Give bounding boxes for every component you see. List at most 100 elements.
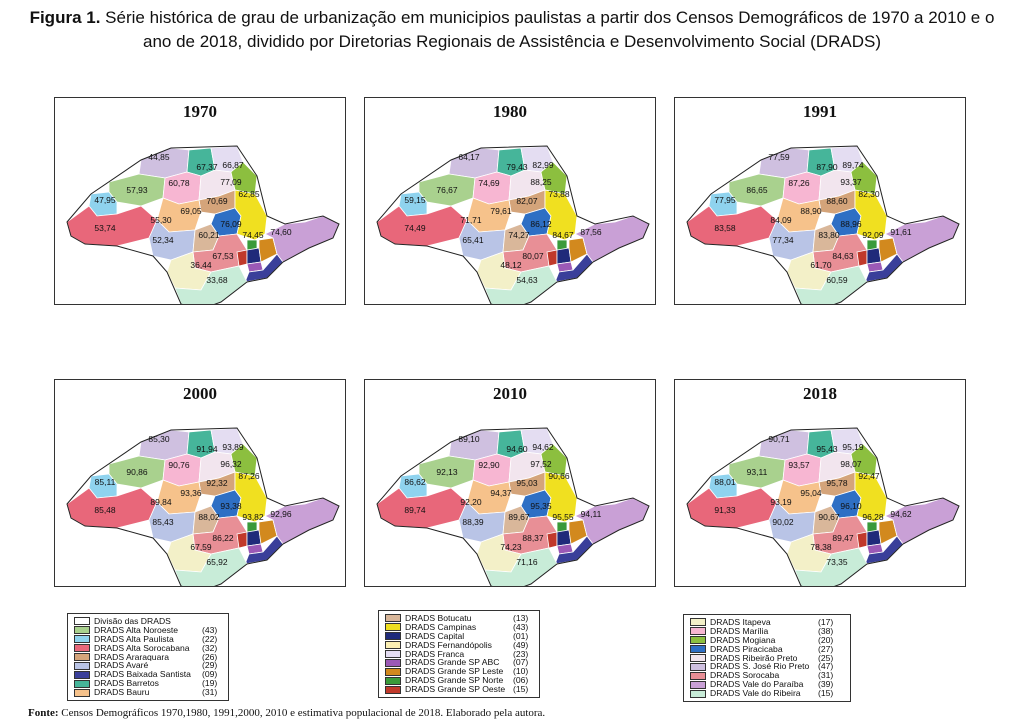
legend-swatch bbox=[690, 654, 706, 662]
legend-label: DRADS Campinas bbox=[405, 622, 477, 632]
region-value-label: 93,57 bbox=[788, 460, 810, 470]
region-mogiana bbox=[230, 161, 258, 195]
region-value-label: 59,15 bbox=[404, 195, 426, 205]
region-value-label: 95,35 bbox=[530, 501, 552, 511]
legend-label: DRADS Vale do Ribeira bbox=[710, 689, 801, 699]
region-value-label: 92,20 bbox=[460, 497, 482, 507]
legend-item: DRADS Fernandópolis (49) bbox=[385, 640, 533, 650]
region-value-label: 94,62 bbox=[532, 442, 554, 452]
region-value-label: 89,74 bbox=[842, 160, 864, 170]
region-value-label: 86,65 bbox=[746, 185, 768, 195]
map-regions: 64,17 79,43 82,99 76,67 74,69 88,25 73,88 59,15… bbox=[376, 145, 650, 304]
legend-item: DRADS S. José Rio Preto (47) bbox=[690, 662, 844, 671]
legend-count: (13) bbox=[513, 613, 529, 623]
region-value-label: 74,23 bbox=[500, 542, 522, 552]
legend-box-3: DRADS Itapeva (17) DRADS Marília (38) DRADS … bbox=[683, 614, 851, 702]
region-marilia bbox=[472, 171, 512, 205]
region-value-label: 62,85 bbox=[238, 189, 260, 199]
legend-count: (31) bbox=[818, 670, 834, 681]
legend-count: (32) bbox=[202, 642, 218, 653]
region-value-label: 85,43 bbox=[152, 517, 174, 527]
region-value-label: 74,27 bbox=[508, 230, 530, 240]
region-value-label: 91,94 bbox=[196, 444, 218, 454]
region-grande-sp-oeste bbox=[236, 531, 248, 549]
region-marilia bbox=[782, 171, 822, 205]
region-marilia bbox=[782, 453, 822, 487]
region-value-label: 74,45 bbox=[242, 230, 264, 240]
legend-count: (43) bbox=[202, 624, 218, 635]
legend-label: DRADS Capital bbox=[405, 631, 465, 641]
region-value-label: 97,52 bbox=[530, 459, 552, 469]
legend-item: DRADS Capital (01) bbox=[385, 631, 533, 641]
legend-item: DRADS Campinas (43) bbox=[385, 622, 533, 632]
region-value-label: 94,62 bbox=[890, 509, 912, 519]
legend-label: DRADS Araraquara bbox=[94, 652, 169, 662]
region-value-label: 84,09 bbox=[770, 215, 792, 225]
map-year: 1980 bbox=[493, 102, 527, 121]
region-value-label: 60,59 bbox=[826, 275, 848, 285]
region-value-label: 95,03 bbox=[516, 478, 538, 488]
region-value-label: 77,34 bbox=[772, 235, 794, 245]
legend-count: (31) bbox=[202, 687, 218, 698]
sp-map: 64,17 79,43 82,99 76,67 74,69 88,25 73,88 59,15… bbox=[376, 145, 650, 304]
map-regions: 89,10 94,60 94,62 92,13 92,90 97,52 90,66 86,62… bbox=[376, 427, 650, 586]
region-value-label: 55,30 bbox=[150, 215, 172, 225]
legend-swatch bbox=[74, 626, 90, 635]
region-value-label: 48,12 bbox=[500, 260, 522, 270]
legend-box-1: Divisão das DRADS DRADS Alta Noroeste (43)… bbox=[67, 613, 229, 701]
region-marilia bbox=[162, 453, 202, 487]
legend-swatch bbox=[385, 676, 401, 685]
region-mogiana bbox=[850, 161, 878, 195]
region-value-label: 77,59 bbox=[768, 152, 790, 162]
legend-count: (22) bbox=[202, 633, 218, 644]
legend-item: DRADS Piracicaba (27) bbox=[690, 644, 844, 654]
region-value-label: 85,11 bbox=[95, 477, 116, 487]
region-value-label: 44,85 bbox=[148, 152, 170, 162]
legend-count: (17) bbox=[818, 617, 834, 627]
map-panel-2018: 2018 90,71 95,43 95,19 93,11 93,57 98,07 92,47… bbox=[674, 379, 966, 587]
legend-label: DRADS Grande SP Oeste bbox=[405, 685, 506, 695]
region-value-label: 77,09 bbox=[220, 177, 242, 187]
region-value-label: 93,11 bbox=[747, 467, 768, 477]
map-panel-1991: 1991 77,59 87,90 89,74 86,65 87,26 93,37 82,30… bbox=[674, 97, 966, 305]
region-value-label: 95,43 bbox=[816, 444, 838, 454]
region-value-label: 74,60 bbox=[270, 227, 292, 237]
region-capital bbox=[556, 247, 572, 265]
legend-label: DRADS Vale do Paraíba bbox=[710, 680, 804, 690]
state-outline bbox=[376, 145, 650, 304]
region-mogiana bbox=[850, 443, 878, 477]
region-value-label: 93,38 bbox=[220, 501, 242, 511]
legend-count: (29) bbox=[202, 660, 218, 671]
source-note: Fonte: Censos Demográficos 1970,1980, 19… bbox=[28, 707, 545, 719]
legend-count: (47) bbox=[818, 661, 834, 672]
legend-swatch bbox=[74, 617, 90, 626]
legend-count: (23) bbox=[513, 648, 529, 659]
legend-count: (39) bbox=[818, 679, 834, 690]
legend-swatch bbox=[385, 685, 401, 694]
legend-swatch bbox=[690, 636, 706, 645]
region-mogiana bbox=[540, 443, 568, 477]
legend-label: DRADS Barretos bbox=[94, 679, 159, 689]
legend-swatch bbox=[385, 632, 401, 641]
region-grande-sp-leste bbox=[258, 519, 278, 545]
region-value-label: 88,01 bbox=[714, 477, 736, 487]
source-label: Fonte: bbox=[28, 707, 59, 719]
region-grande-sp-leste bbox=[568, 237, 588, 263]
region-value-label: 95,04 bbox=[800, 488, 822, 498]
region-value-label: 52,34 bbox=[152, 235, 174, 245]
region-value-label: 71,71 bbox=[460, 215, 482, 225]
legend-label: DRADS Botucatu bbox=[405, 614, 472, 623]
map-regions: 85,30 91,94 93,89 90,86 90,76 96,32 87,26 85,11… bbox=[66, 427, 340, 586]
legend-swatch bbox=[385, 658, 401, 667]
region-value-label: 88,37 bbox=[522, 533, 544, 543]
map-regions: 90,71 95,43 95,19 93,11 93,57 98,07 92,47 88,01… bbox=[686, 427, 960, 586]
legend-item: DRADS Grande SP Leste (10) bbox=[385, 667, 533, 676]
legend-swatch bbox=[690, 689, 706, 698]
legend-item: DRADS Grande SP Norte (06) bbox=[385, 676, 533, 685]
legend-box-2: DRADS Botucatu (13) DRADS Campinas (43) DRAD… bbox=[378, 610, 540, 698]
legend-item: Divisão das DRADS bbox=[74, 617, 222, 626]
legend-label: DRADS Itapeva bbox=[710, 618, 771, 627]
region-value-label: 90,86 bbox=[126, 467, 148, 477]
legend-swatch bbox=[385, 667, 401, 676]
legend-item: DRADS Alta Noroeste (43) bbox=[74, 624, 222, 635]
